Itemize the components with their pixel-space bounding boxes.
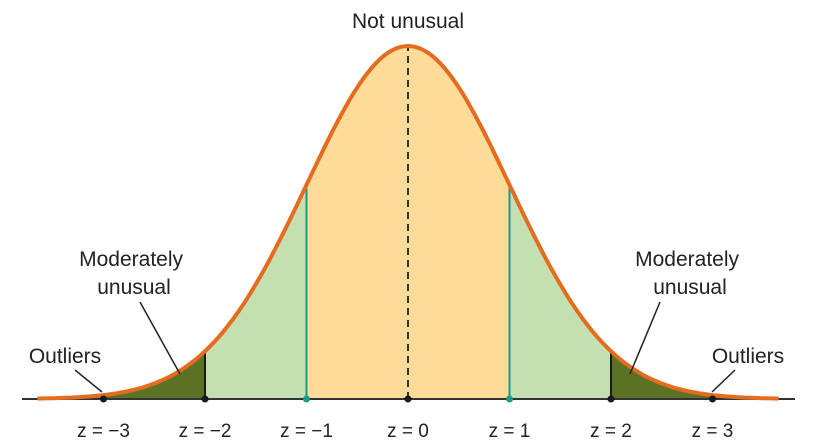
tick-label: z = −2 xyxy=(179,421,232,442)
tick-dot xyxy=(709,395,716,403)
pointer-right-moderate xyxy=(629,301,661,375)
tick-label: z = 0 xyxy=(387,421,429,442)
region-dividers xyxy=(204,184,612,399)
tick-label: z = −3 xyxy=(77,421,130,442)
pointer-left-outliers xyxy=(74,369,103,393)
tick-dot xyxy=(607,395,615,403)
label-moderately-unusual-right: Moderately unusual xyxy=(635,248,745,299)
tick-label: z = 1 xyxy=(489,421,531,442)
region-4 xyxy=(611,351,779,399)
region-0 xyxy=(306,46,510,399)
label-moderately-unusual-left: Moderately unusual xyxy=(79,248,189,299)
pointer-right-outliers xyxy=(711,369,736,393)
label-outliers-right: Outliers xyxy=(712,345,784,368)
pointer-left-moderate xyxy=(139,301,181,375)
tick-dot xyxy=(404,395,412,403)
normal-curve xyxy=(37,43,779,401)
tick-dot xyxy=(100,395,107,403)
tick-dot xyxy=(506,395,513,403)
tick-label: z = 3 xyxy=(692,421,734,442)
tick-dot xyxy=(303,395,310,403)
tick-marks: z = −3 z = −2 z = −1 z = 0 z = 1 z = 2 z = 3 xyxy=(77,395,734,442)
label-not-unusual: Not unusual xyxy=(352,10,464,33)
label-outliers-left: Outliers xyxy=(29,345,101,368)
tick-label: z = −1 xyxy=(280,421,333,442)
tick-label: z = 2 xyxy=(590,421,632,442)
region-3 xyxy=(37,351,205,399)
tick-dot xyxy=(201,395,209,403)
